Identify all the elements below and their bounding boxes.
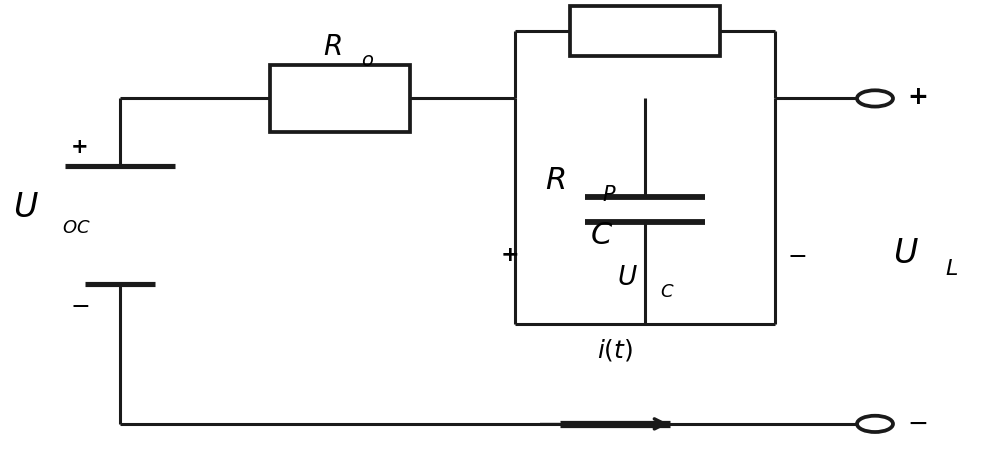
Text: $-$: $-$: [907, 410, 927, 434]
Bar: [570, 7, 720, 56]
Text: $-$: $-$: [70, 292, 90, 317]
Text: $o$: $o$: [361, 52, 375, 70]
Text: +: +: [501, 245, 519, 265]
Text: $U$: $U$: [13, 191, 39, 224]
Bar: [270, 65, 410, 133]
Text: $L$: $L$: [945, 258, 958, 279]
Text: +: +: [907, 85, 928, 109]
Text: $C$: $C$: [590, 219, 613, 250]
Text: $OC$: $OC$: [62, 219, 91, 237]
Text: $U$: $U$: [617, 265, 638, 290]
Text: $R$: $R$: [545, 165, 565, 196]
Text: $C$: $C$: [660, 282, 675, 300]
Text: $i(t)$: $i(t)$: [597, 336, 633, 363]
Text: $P$: $P$: [602, 185, 617, 205]
Text: +: +: [71, 137, 89, 156]
Text: $U$: $U$: [893, 236, 919, 269]
Text: $-$: $-$: [787, 243, 807, 267]
Text: $R$: $R$: [323, 34, 341, 61]
